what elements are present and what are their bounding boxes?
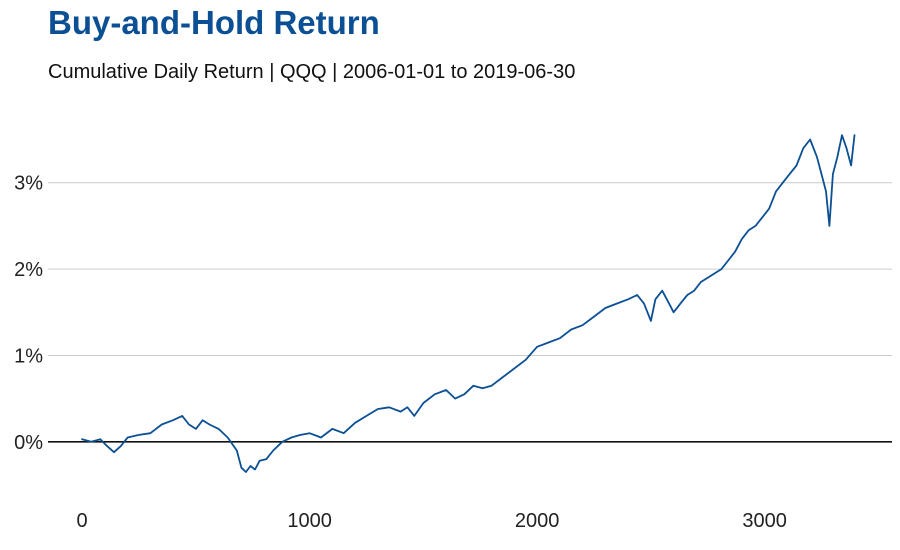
x-tick-label: 0 [77,510,88,532]
y-tick-label: 3% [14,173,43,195]
grid-lines [48,182,892,443]
x-tick-label: 3000 [742,510,787,532]
x-axis-ticks: 0 1000 2000 3000 [77,510,787,532]
chart-title: Buy-and-Hold Return [48,4,380,41]
y-tick-label: 2% [14,259,43,281]
x-tick-label: 1000 [287,510,332,532]
chart-subtitle: Cumulative Daily Return | QQQ | 2006-01-… [48,61,576,83]
x-tick-label: 2000 [515,510,560,532]
series-line [81,134,856,473]
y-tick-label: 0% [14,432,43,454]
series-layer [81,134,856,473]
y-tick-label: 1% [14,345,43,367]
y-axis-ticks: 0% 1% 2% 3% [14,173,43,454]
